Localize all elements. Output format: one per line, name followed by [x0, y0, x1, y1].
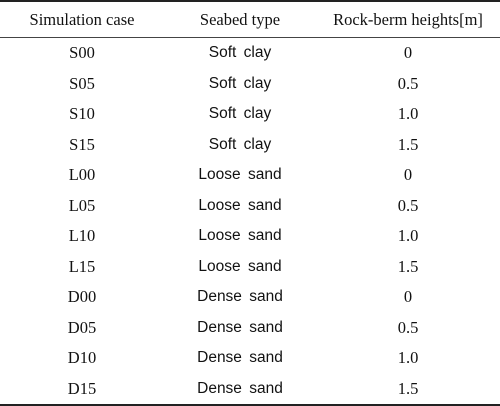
cell-rock-berm-height: 1.5 [397, 134, 419, 154]
cell-rock-berm-height: 1.0 [397, 104, 419, 124]
table-row: D05 Dense sand 0.5 [0, 313, 500, 344]
table-row: D10 Dense sand 1.0 [0, 343, 500, 374]
cell-simulation-case: S00 [69, 43, 95, 63]
cell-simulation-case: D10 [67, 348, 97, 368]
cell-seabed-type: Soft clay [208, 44, 272, 62]
header-simulation-case: Simulation case [0, 1, 164, 38]
cell-simulation-case: S05 [69, 73, 95, 93]
cell-seabed-type: Dense sand [197, 318, 283, 336]
table-row: D15 Dense sand 1.5 [0, 374, 500, 405]
cell-rock-berm-height: 1.5 [397, 378, 419, 398]
header-row: Simulation case Seabed type Rock-berm he… [0, 1, 500, 38]
cell-rock-berm-height: 0.5 [397, 73, 419, 93]
cell-rock-berm-height: 0 [403, 287, 413, 307]
cell-simulation-case: L15 [68, 256, 96, 276]
table-row: L10 Loose sand 1.0 [0, 221, 500, 252]
cell-simulation-case: D00 [67, 287, 97, 307]
cell-simulation-case: S10 [69, 104, 95, 124]
cell-simulation-case: L00 [68, 165, 96, 185]
header-seabed-type: Seabed type [164, 1, 316, 38]
cell-rock-berm-height: 1.0 [397, 348, 419, 368]
cell-simulation-case: D15 [67, 378, 97, 398]
cell-simulation-case: L05 [68, 195, 96, 215]
cell-rock-berm-height: 0.5 [397, 317, 419, 337]
cell-rock-berm-height: 0.5 [397, 195, 419, 215]
cell-rock-berm-height: 0 [403, 165, 413, 185]
table-row: S10 Soft clay 1.0 [0, 99, 500, 130]
cell-seabed-type: Soft clay [208, 135, 272, 153]
cell-rock-berm-height: 1.0 [397, 226, 419, 246]
cell-simulation-case: S15 [69, 134, 95, 154]
table-row: S00 Soft clay 0 [0, 38, 500, 69]
header-rock-berm-heights: Rock-berm heights[m] [316, 1, 500, 38]
cell-seabed-type: Loose sand [198, 227, 282, 245]
cell-seabed-type: Dense sand [197, 288, 283, 306]
table-row: L00 Loose sand 0 [0, 160, 500, 191]
cell-seabed-type: Soft clay [208, 74, 272, 92]
cell-seabed-type: Loose sand [198, 166, 282, 184]
table-row: L05 Loose sand 0.5 [0, 191, 500, 222]
cell-rock-berm-height: 1.5 [397, 256, 419, 276]
table-body: S00 Soft clay 0 S05 Soft clay 0.5 S10 So… [0, 38, 500, 405]
table-row: S15 Soft clay 1.5 [0, 130, 500, 161]
table-header: Simulation case Seabed type Rock-berm he… [0, 1, 500, 38]
cell-seabed-type: Dense sand [197, 379, 283, 397]
cell-rock-berm-height: 0 [403, 43, 413, 63]
cell-seabed-type: Loose sand [198, 196, 282, 214]
table-row: D00 Dense sand 0 [0, 282, 500, 313]
cell-seabed-type: Loose sand [198, 257, 282, 275]
cell-seabed-type: Soft clay [208, 105, 272, 123]
cell-seabed-type: Dense sand [197, 349, 283, 367]
table-row: S05 Soft clay 0.5 [0, 69, 500, 100]
cell-simulation-case: L10 [68, 226, 96, 246]
cell-simulation-case: D05 [67, 317, 97, 337]
table-row: L15 Loose sand 1.5 [0, 252, 500, 283]
